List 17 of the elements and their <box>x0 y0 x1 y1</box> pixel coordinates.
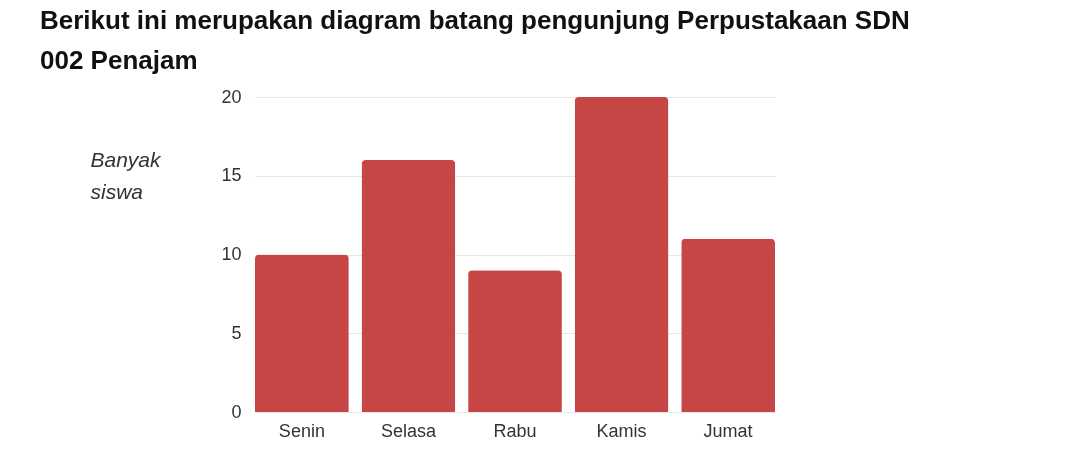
bar <box>681 238 775 412</box>
x-tick-label: Rabu <box>493 420 537 441</box>
x-tick-label: Kamis <box>596 420 647 441</box>
y-tick-label: 0 <box>231 401 242 422</box>
y-tick-label: 5 <box>231 322 242 343</box>
x-tick-label: Senin <box>278 420 325 441</box>
y-tick-label: 20 <box>221 86 242 107</box>
y-tick-label: 10 <box>221 244 242 264</box>
bar <box>574 97 669 412</box>
chart-title: Berikut ini merupakan diagram batang pengunjung Perpustakaan SDN 002 Penajam <box>40 5 910 75</box>
x-tick-label: Selasa <box>380 420 437 441</box>
bar <box>468 270 562 412</box>
bar <box>361 160 456 412</box>
bar <box>255 254 349 412</box>
y-axis-title: Banyak siswa <box>90 147 163 203</box>
y-tick-label: 15 <box>221 165 242 186</box>
x-tick-label: Jumat <box>703 420 753 441</box>
